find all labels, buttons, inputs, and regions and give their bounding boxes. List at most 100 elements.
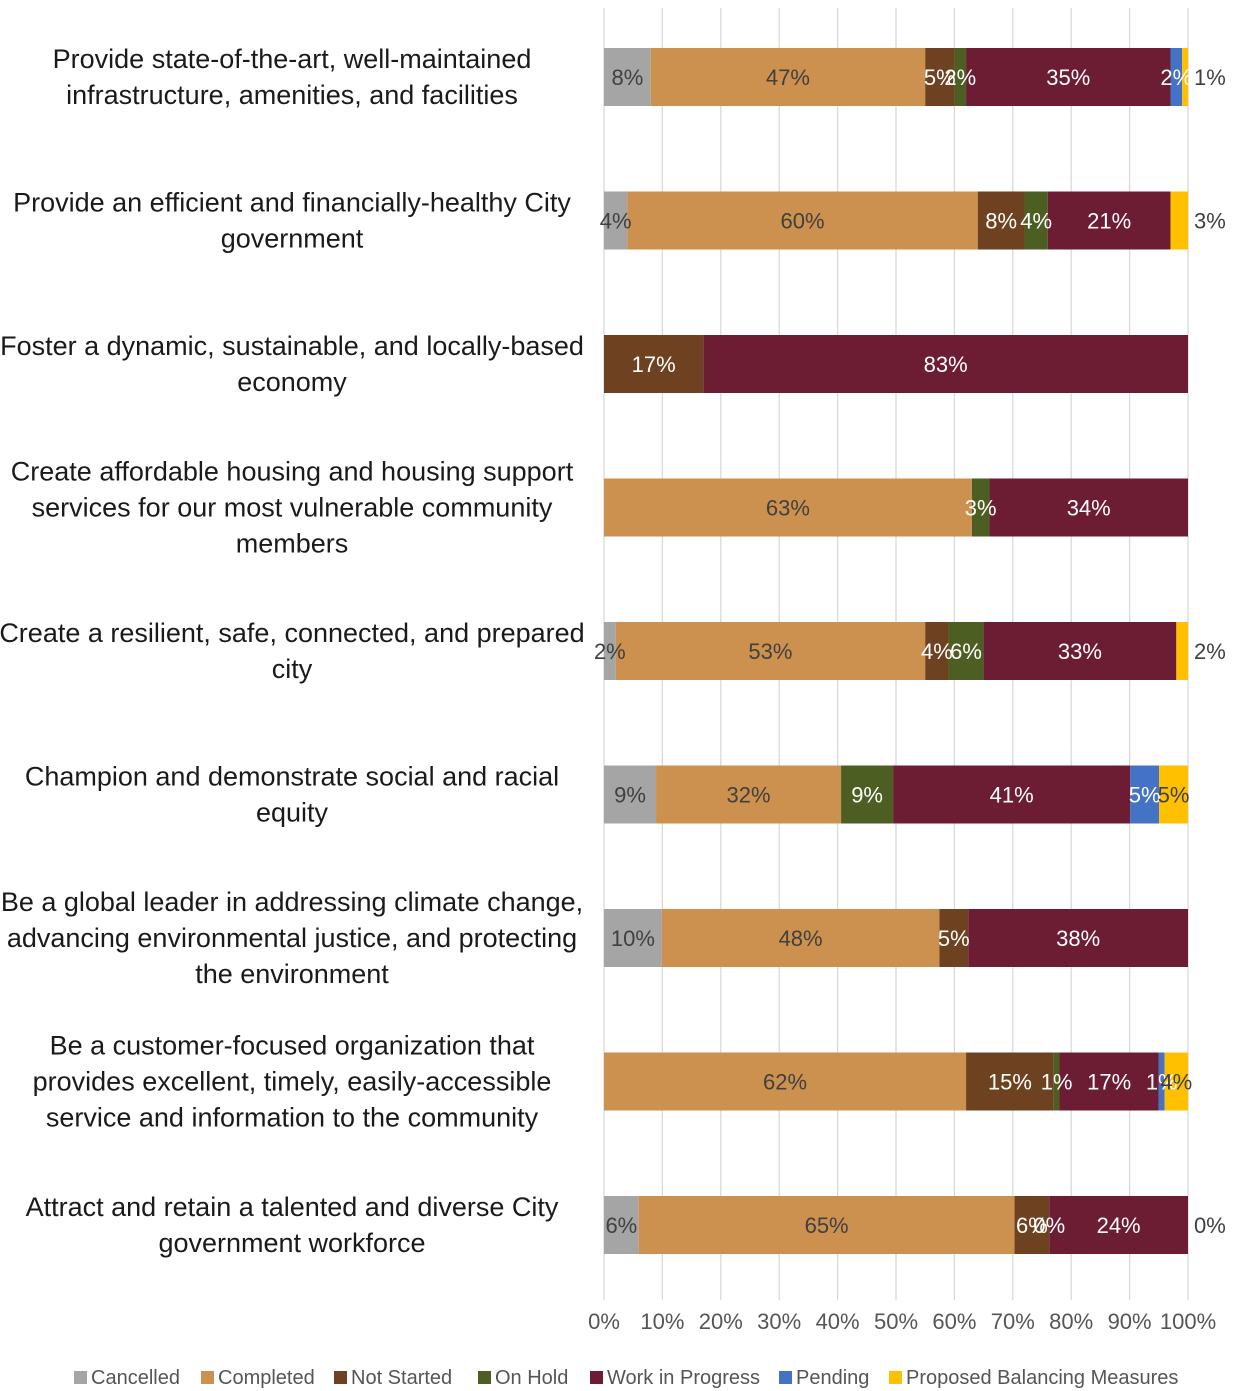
x-tick-label: 80% xyxy=(1049,1309,1093,1334)
data-label: 1% xyxy=(1194,65,1226,90)
legend-item: Completed xyxy=(201,1367,315,1389)
category-label-line: government xyxy=(221,224,364,254)
category-label-line: infrastructure, amenities, and facilitie… xyxy=(66,80,518,110)
data-label: 35% xyxy=(1046,65,1090,90)
data-label: 48% xyxy=(779,926,823,951)
legend-label: Pending xyxy=(796,1367,869,1389)
category-label-line: Provide an efficient and financially-hea… xyxy=(13,188,571,218)
data-label: 8% xyxy=(985,209,1017,234)
bar-segment xyxy=(966,1052,1054,1111)
legend-label: Work in Progress xyxy=(607,1367,760,1389)
data-label: 5% xyxy=(938,926,970,951)
bar-segment xyxy=(893,765,1131,824)
data-label: 83% xyxy=(924,352,968,377)
category-label: Provide an efficient and financially-hea… xyxy=(13,188,571,254)
legend-label: Not Started xyxy=(351,1367,452,1389)
category-label-line: government workforce xyxy=(158,1228,425,1258)
bar-segment xyxy=(1158,1052,1165,1111)
bar-segment xyxy=(1170,48,1183,106)
legend-swatch xyxy=(779,1371,792,1384)
legend-swatch xyxy=(889,1371,902,1384)
bar-segment xyxy=(650,48,926,106)
data-label: 4% xyxy=(1160,1070,1192,1095)
data-label: 4% xyxy=(921,639,953,664)
data-labels: 8% 47% 5%2% 35% 2% 1%4% 60% 8% 4% 21% 3%17% 83%63% 3… xyxy=(594,65,1226,1238)
legend-item: Pending xyxy=(779,1367,869,1389)
data-label: 41% xyxy=(990,783,1034,808)
bar-segment xyxy=(948,622,984,680)
bar-segment xyxy=(661,909,940,967)
legend-label: On Hold xyxy=(495,1367,568,1389)
bar-segment xyxy=(939,909,969,967)
legend-item: On Hold xyxy=(478,1367,568,1389)
category-label: Create affordable housing and housing su… xyxy=(11,457,574,559)
bar-segment xyxy=(627,191,978,250)
category-label-line: economy xyxy=(237,367,347,397)
bar-segment xyxy=(604,335,704,393)
data-label: 2% xyxy=(594,639,626,664)
bar-segment xyxy=(615,622,926,680)
category-label-line: Be a customer-focused organization that xyxy=(50,1031,535,1061)
data-label: 8% xyxy=(611,65,643,90)
category-label-line: Foster a dynamic, sustainable, and local… xyxy=(0,331,584,361)
bar-segment xyxy=(1024,191,1048,250)
data-label: 1% xyxy=(1146,1070,1178,1095)
data-label: 0% xyxy=(1194,1213,1226,1238)
category-label: Be a customer-focused organization that p… xyxy=(33,1031,552,1133)
bar-segment xyxy=(983,622,1177,680)
data-label: 53% xyxy=(748,639,792,664)
category-label-line: advancing environmental justice, and pro… xyxy=(7,923,577,953)
data-label: 60% xyxy=(781,209,825,234)
legend-label: Proposed Balancing Measures xyxy=(906,1367,1178,1389)
bar-segment xyxy=(1164,1052,1188,1111)
bar-segment xyxy=(1053,1052,1060,1111)
category-label: Provide state-of-the-art, well-maintaine… xyxy=(53,44,532,110)
category-label-line: Be a global leader in addressing climate… xyxy=(1,887,583,917)
data-label: 10% xyxy=(611,926,655,951)
bar-segment xyxy=(604,765,657,824)
bar-segment xyxy=(604,48,651,106)
bar-segment xyxy=(604,622,616,680)
bar-segment xyxy=(1049,1196,1188,1254)
category-label-line: Provide state-of-the-art, well-maintaine… xyxy=(53,44,532,74)
data-label: 6% xyxy=(605,1213,637,1238)
legend-label: Cancelled xyxy=(91,1367,180,1389)
category-label-line: equity xyxy=(256,798,329,828)
x-axis-tick-labels: 0% 10% 20% 30% 40% 50% 60% 70% 80% 90% 100% xyxy=(588,1309,1216,1334)
bar-segment xyxy=(604,1052,967,1111)
x-tick-label: 20% xyxy=(699,1309,743,1334)
data-label: 21% xyxy=(1087,209,1131,234)
bar-segment xyxy=(604,1196,639,1254)
bar-segment xyxy=(989,478,1188,537)
data-label: 4% xyxy=(1020,209,1052,234)
category-label-line: services for our most vulnerable communi… xyxy=(32,493,553,523)
bar-segment xyxy=(604,909,662,967)
category-label-line: service and information to the community xyxy=(46,1103,539,1133)
legend-swatch xyxy=(334,1371,347,1384)
category-label-line: Create affordable housing and housing su… xyxy=(11,457,574,487)
x-tick-label: 100% xyxy=(1160,1309,1216,1334)
bar-segment xyxy=(968,909,1188,967)
data-label: 4% xyxy=(600,209,632,234)
data-label: 2% xyxy=(944,65,976,90)
data-label: 17% xyxy=(632,352,676,377)
legend-swatch xyxy=(478,1371,491,1384)
data-label: 5% xyxy=(1129,783,1161,808)
bar-segment xyxy=(1014,1196,1050,1254)
bar-segment xyxy=(966,48,1171,106)
data-label: 63% xyxy=(766,496,810,521)
bar-segment xyxy=(954,48,967,106)
data-label: 38% xyxy=(1056,926,1100,951)
data-label: 6% xyxy=(950,639,982,664)
category-labels: Provide state-of-the-art, well-maintaine… xyxy=(0,44,585,1258)
category-label: Create a resilient, safe, connected, and… xyxy=(0,618,585,684)
legend-swatch xyxy=(201,1371,214,1384)
data-label: 5% xyxy=(924,65,956,90)
bar-segment xyxy=(1047,191,1171,250)
data-label: 9% xyxy=(851,783,883,808)
data-label: 24% xyxy=(1097,1213,1141,1238)
legend-item: Not Started xyxy=(334,1367,452,1389)
data-label: 3% xyxy=(965,496,997,521)
data-label: 0% xyxy=(1033,1213,1065,1238)
bar-segment xyxy=(971,478,990,537)
